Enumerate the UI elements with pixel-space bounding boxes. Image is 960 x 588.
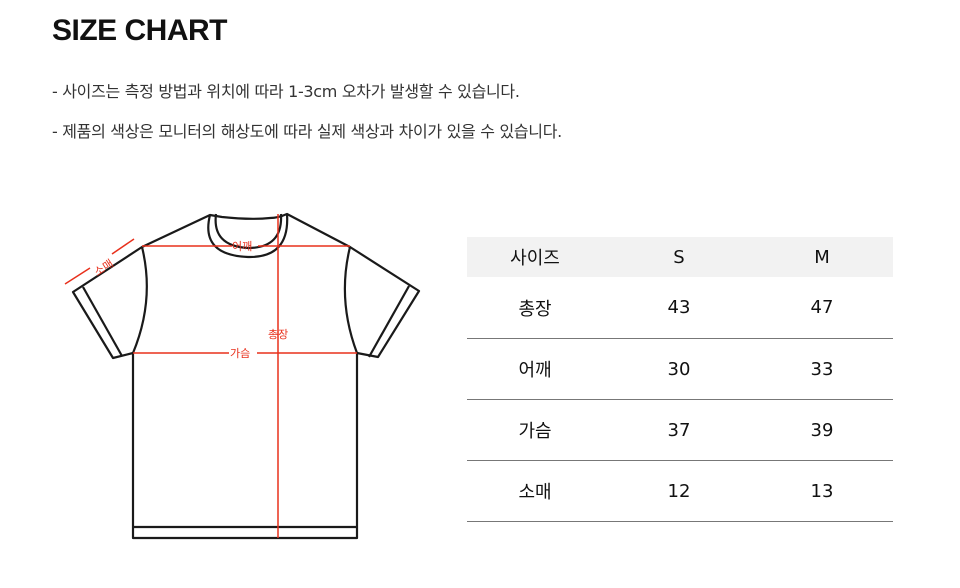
- header-s: S: [673, 246, 685, 268]
- shoulder-label: 어깨: [232, 240, 252, 253]
- right-cuff: [368, 285, 410, 358]
- value-s: 30: [667, 358, 691, 380]
- note-color: - 제품의 색상은 모니터의 해상도에 따라 실제 색상과 차이가 있을 수 있…: [52, 122, 562, 141]
- value-m: 33: [810, 358, 834, 380]
- header-m: M: [814, 246, 830, 268]
- table-row: 가슴 37 39: [467, 400, 893, 461]
- row-label: 어깨: [518, 360, 552, 381]
- row-label: 가슴: [518, 421, 552, 442]
- value-m: 47: [810, 297, 834, 318]
- shirt-outline: [71, 212, 421, 540]
- value-s: 43: [667, 297, 691, 318]
- row-label: 총장: [518, 298, 552, 320]
- row-label: 소매: [518, 482, 552, 503]
- collar-inner: [214, 213, 283, 250]
- sleeve-label: 소매: [92, 257, 116, 279]
- table-header: 사이즈 S M: [467, 237, 893, 277]
- table-row: 소매 12 13: [467, 461, 893, 522]
- value-m: 39: [810, 419, 834, 441]
- page-title: SIZE CHART: [52, 14, 228, 47]
- value-s: 12: [667, 480, 691, 502]
- right-armhole: [343, 246, 359, 354]
- collar: [207, 213, 289, 259]
- table-row: 총장 43 47: [467, 277, 893, 339]
- sleeve-measure-line: [64, 267, 91, 285]
- value-s: 37: [667, 419, 691, 441]
- chest-label: 가슴: [230, 347, 250, 360]
- note-measurement: - 사이즈는 측정 방법과 위치에 따라 1-3cm 오차가 발생할 수 있습니…: [52, 82, 520, 101]
- header-size: 사이즈: [510, 248, 560, 269]
- size-table: 사이즈 S M 총장 43 47 어깨 30 33 가슴 37 39 소매 12…: [467, 237, 893, 522]
- value-m: 13: [810, 480, 834, 502]
- left-cuff: [82, 286, 123, 357]
- length-label: 총장: [268, 328, 288, 341]
- table-row: 어깨 30 33: [467, 339, 893, 400]
- left-armhole: [131, 246, 148, 354]
